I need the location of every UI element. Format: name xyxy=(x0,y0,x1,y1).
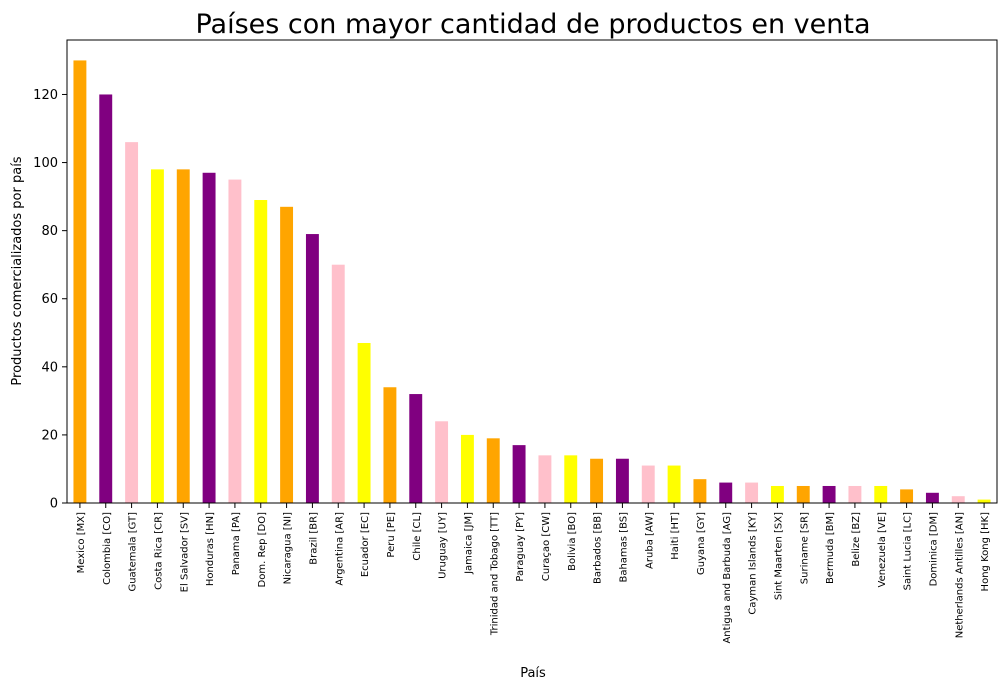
bar xyxy=(73,60,87,503)
bar xyxy=(900,489,914,503)
bar xyxy=(693,479,707,503)
x-tick-label: Haiti [HT] xyxy=(670,512,681,560)
bar xyxy=(280,206,294,504)
x-tick-label: Paraguay [PY] xyxy=(515,512,526,582)
x-tick-label: Dom. Rep [DO] xyxy=(257,512,268,588)
x-tick-label: Peru [PE] xyxy=(386,512,397,558)
x-tick-label: Argentina [AR] xyxy=(334,512,345,586)
x-tick-label: Sint Maarten [SX] xyxy=(773,512,784,600)
bar xyxy=(383,387,397,503)
bar xyxy=(590,458,604,503)
bars-group xyxy=(73,60,991,504)
bar xyxy=(951,496,965,503)
x-tick-label: Ecuador [EC] xyxy=(360,512,371,577)
x-tick-label: Brazil [BR] xyxy=(308,512,319,565)
x-tick-label: Honduras [HN] xyxy=(205,512,216,586)
y-tick-label: 40 xyxy=(41,360,58,375)
x-tick-label: Cayman Islands [KY] xyxy=(748,512,759,615)
bar xyxy=(538,455,552,503)
x-tick-label: Aruba [AW] xyxy=(644,512,655,569)
x-tick-label: Costa Rica [CR] xyxy=(153,512,164,590)
x-tick-label: Venezuela [VE] xyxy=(877,512,888,588)
x-tick-label: Bahamas [BS] xyxy=(618,512,629,583)
x-tick-label: Dominica [DM] xyxy=(928,512,939,586)
x-tick-label: Saint Lucia [LC] xyxy=(903,512,914,590)
bar xyxy=(99,94,113,504)
bar xyxy=(435,421,449,503)
x-tick-label: Colombia [CO] xyxy=(102,512,113,585)
x-tick-label: Mexico [MX] xyxy=(76,512,87,573)
bar xyxy=(564,455,578,503)
y-axis: 0 20 40 60 80 100 120 xyxy=(33,88,67,512)
y-tick-label: 100 xyxy=(33,156,58,171)
y-tick-label: 120 xyxy=(33,88,58,103)
plot-frame xyxy=(66,39,998,504)
y-tick-label: 20 xyxy=(41,428,58,443)
x-tick-label: Uruguay [UY] xyxy=(438,512,449,579)
x-tick-label: Belize [BZ] xyxy=(851,512,862,567)
bar xyxy=(796,485,810,503)
x-tick-label: Trinidad and Tobago [TT] xyxy=(489,512,500,636)
x-tick-label: Jamaica [JM] xyxy=(463,512,474,575)
bar xyxy=(202,172,216,503)
y-axis-label: Productos comercializados por país xyxy=(10,156,25,385)
bar xyxy=(228,179,242,504)
bar xyxy=(719,482,733,503)
x-tick-label: Suriname [SR] xyxy=(799,512,810,584)
y-tick-label: 80 xyxy=(41,224,58,239)
y-tick-label: 60 xyxy=(41,292,58,307)
bar xyxy=(176,169,190,503)
bar xyxy=(125,142,139,503)
bar xyxy=(357,342,371,503)
bar xyxy=(822,485,836,503)
bar xyxy=(925,492,939,503)
x-tick-label: Barbados [BB] xyxy=(593,512,604,584)
bar xyxy=(409,394,423,503)
bar xyxy=(486,438,500,503)
bar xyxy=(305,234,319,504)
x-tick-label: Guatemala [GT] xyxy=(128,512,139,592)
bar xyxy=(641,465,655,503)
x-tick-label: Bermuda [BM] xyxy=(825,512,836,584)
x-tick-label: Antigua and Barbuda [AG] xyxy=(722,512,733,644)
bar xyxy=(331,264,345,503)
x-axis-label: País xyxy=(520,666,546,681)
bar xyxy=(745,482,759,503)
x-axis: Mexico [MX] Colombia [CO] Guatemala [GT] Co… xyxy=(76,503,991,644)
x-tick-label: Nicaragua [NI] xyxy=(283,512,294,584)
x-tick-label: Hong Kong [HK] xyxy=(980,512,991,592)
bar xyxy=(460,434,474,503)
x-tick-label: Bolivia [BO] xyxy=(567,512,578,571)
bar xyxy=(150,169,164,503)
bar xyxy=(977,499,991,503)
x-tick-label: Netherlands Antilles [AN] xyxy=(954,512,965,638)
y-tick-label: 0 xyxy=(50,497,58,512)
bar xyxy=(615,458,629,503)
bar xyxy=(874,485,888,503)
bar xyxy=(254,200,268,503)
bar xyxy=(770,485,784,503)
bar xyxy=(667,465,681,503)
bar xyxy=(848,485,862,503)
x-tick-label: Panama [PA] xyxy=(231,512,242,575)
x-tick-label: El Salvador [SV] xyxy=(179,512,190,592)
x-tick-label: Guyana [GY] xyxy=(696,512,707,575)
x-tick-label: Curaçao [CW] xyxy=(541,512,552,581)
bar xyxy=(512,445,526,503)
x-tick-label: Chile [CL] xyxy=(412,512,423,561)
chart-title: Países con mayor cantidad de productos e… xyxy=(195,9,870,40)
